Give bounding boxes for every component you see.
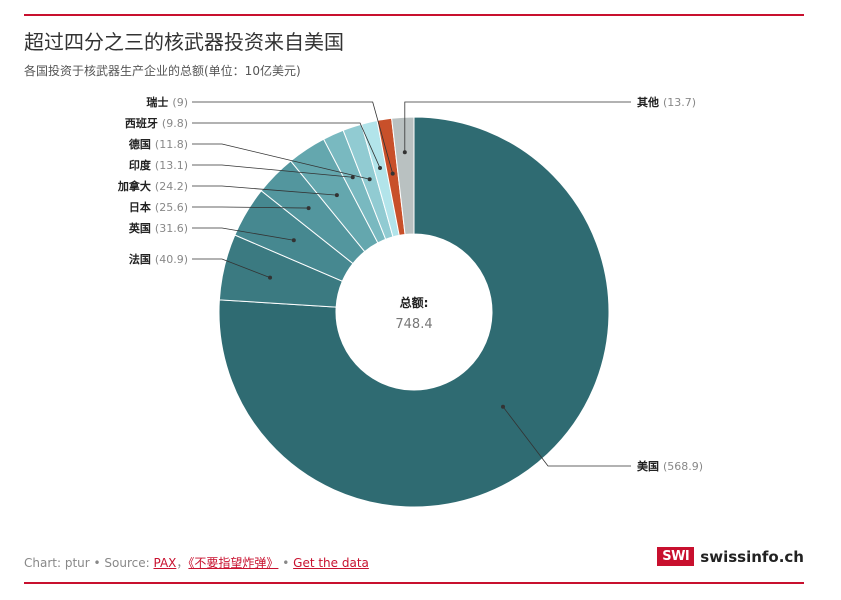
leader-dot-4 (334, 193, 339, 198)
slice-label-2: 英国 (31.6) (128, 221, 188, 235)
leader-line-6 (192, 143, 370, 180)
leader-dot-7 (378, 165, 383, 170)
leader-line-4 (192, 185, 337, 196)
center-label: 总额: (400, 295, 429, 310)
leader-dot-6 (367, 177, 372, 182)
slice-label-4: 加拿大 (24.2) (117, 179, 188, 193)
slice-value-7: (9.8) (162, 117, 188, 130)
slice-0 (218, 116, 610, 508)
slice-label-6: 德国 (11.8) (128, 137, 188, 151)
slice-value-9: (13.7) (663, 96, 696, 109)
leader-line-7 (192, 122, 381, 169)
slice-label-9: 其他 (13.7) (637, 95, 696, 109)
bottom-rule (24, 582, 804, 584)
leader-line-0 (502, 406, 631, 467)
leader-dot-5 (350, 175, 355, 180)
slice-value-8: (9) (172, 96, 188, 109)
slice-value-2: (31.6) (155, 222, 188, 235)
footer-prefix: Chart: ptur • Source: (24, 556, 154, 570)
slice-value-0: (568.9) (663, 460, 703, 473)
leader-dot-3 (306, 206, 311, 211)
slice-name-6: 德国 (128, 137, 151, 151)
swi-logo: SWI (657, 547, 695, 566)
footer-separator-1: ， (176, 556, 189, 570)
leader-line-5 (192, 164, 353, 178)
leader-line-2 (192, 227, 294, 241)
slice-name-3: 日本 (129, 200, 151, 214)
slice-name-1: 法国 (129, 252, 151, 266)
leader-dot-9 (402, 150, 407, 155)
source-link-report[interactable]: 《不要指望炸弹》 (188, 556, 279, 570)
slice-label-3: 日本 (25.6) (129, 200, 188, 214)
footer-separator-2: • (278, 556, 294, 570)
slice-label-5: 印度 (13.1) (129, 158, 188, 172)
leader-dot-8 (390, 171, 395, 176)
slice-name-4: 加拿大 (117, 179, 151, 193)
slice-9 (391, 116, 415, 236)
slice-name-5: 印度 (129, 158, 152, 172)
slice-name-9: 其他 (637, 95, 659, 109)
chart-title: 超过四分之三的核武器投资来自美国 (24, 30, 344, 54)
chart-subtitle: 各国投资于核武器生产企业的总额(单位：10亿美元) (24, 64, 301, 78)
slice-label-7: 西班牙 (9.8) (125, 116, 188, 130)
leader-dot-1 (268, 275, 273, 280)
slice-name-0: 美国 (637, 459, 659, 473)
footer-source: Chart: ptur • Source: PAX，《不要指望炸弹》 • Get… (24, 554, 369, 571)
brand-site-name: swissinfo.ch (700, 547, 804, 566)
get-the-data-link[interactable]: Get the data (293, 556, 369, 570)
slice-value-5: (13.1) (155, 159, 188, 172)
brand-logo[interactable]: SWI swissinfo.ch (657, 547, 804, 566)
slice-value-1: (40.9) (155, 253, 188, 266)
slice-name-8: 瑞士 (146, 95, 168, 109)
leader-line-9 (404, 101, 631, 153)
slice-value-3: (25.6) (155, 201, 188, 214)
top-rule (24, 14, 804, 16)
leader-dot-0 (501, 404, 506, 409)
slice-value-6: (11.8) (155, 138, 188, 151)
leader-dot-2 (291, 238, 296, 243)
center-total-value: 748.4 (395, 317, 432, 332)
leader-line-3 (192, 206, 309, 209)
leader-line-1 (192, 258, 271, 279)
slice-label-0: 美国 (568.9) (637, 459, 703, 473)
leader-line-8 (192, 101, 394, 174)
slice-name-7: 西班牙 (125, 116, 158, 130)
slice-label-1: 法国 (40.9) (129, 252, 188, 266)
slice-value-4: (24.2) (155, 180, 188, 193)
slice-name-2: 英国 (128, 221, 151, 235)
slice-label-8: 瑞士 (9) (146, 95, 188, 109)
source-link-pax[interactable]: PAX (153, 556, 177, 570)
